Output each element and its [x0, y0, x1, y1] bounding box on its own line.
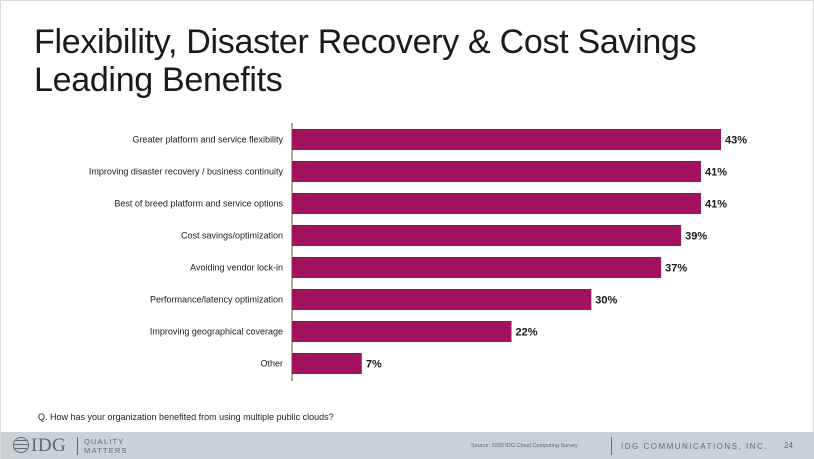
- bar: [292, 225, 682, 246]
- value-label: 30%: [595, 295, 617, 307]
- value-label: 41%: [705, 199, 727, 211]
- value-label: 22%: [515, 327, 537, 339]
- title-line-2: Leading Benefits: [34, 61, 283, 99]
- value-label: 43%: [725, 135, 747, 147]
- bar: [292, 129, 721, 150]
- category-label: Improving disaster recovery / business c…: [89, 167, 284, 177]
- bar: [292, 257, 662, 278]
- tagline-line-2: MATTERS: [84, 446, 128, 455]
- footer-divider: [77, 437, 78, 455]
- value-label: 37%: [665, 263, 687, 275]
- bar: [292, 321, 512, 342]
- page-number: 24: [784, 441, 793, 450]
- tagline-line-1: QUALITY: [84, 437, 125, 446]
- value-label: 41%: [705, 167, 727, 179]
- survey-question: Q. How has your organization benefited f…: [38, 412, 334, 422]
- source-note: Source: 2020 IDG Cloud Computing Survey: [471, 443, 578, 449]
- company-name: IDG COMMUNICATIONS, INC.: [621, 442, 768, 451]
- logo-text: IDG: [31, 435, 67, 456]
- bar: [292, 353, 362, 374]
- title-line-1: Flexibility, Disaster Recovery & Cost Sa…: [34, 23, 697, 61]
- value-label: 39%: [685, 231, 707, 243]
- value-label: 7%: [366, 359, 382, 371]
- page-title: Flexibility, Disaster Recovery & Cost Sa…: [34, 23, 794, 99]
- footer-divider-2: [611, 437, 612, 455]
- idg-logo: IDG: [13, 435, 66, 457]
- category-label: Avoiding vendor lock-in: [190, 263, 283, 273]
- category-label: Other: [260, 359, 283, 369]
- bar-chart: Greater platform and service flexibility…: [89, 123, 747, 381]
- category-label: Performance/latency optimization: [150, 295, 283, 305]
- category-label: Best of breed platform and service optio…: [114, 199, 283, 209]
- globe-icon: [13, 437, 29, 453]
- footer-bar: IDG QUALITY MATTERS Source: 2020 IDG Clo…: [1, 432, 814, 459]
- bar: [292, 161, 701, 182]
- bar: [292, 289, 592, 310]
- tagline: QUALITY MATTERS: [84, 437, 128, 455]
- category-label: Greater platform and service flexibility: [132, 135, 283, 145]
- category-label: Improving geographical coverage: [150, 327, 283, 337]
- category-label: Cost savings/optimization: [181, 231, 283, 241]
- bar: [292, 193, 701, 214]
